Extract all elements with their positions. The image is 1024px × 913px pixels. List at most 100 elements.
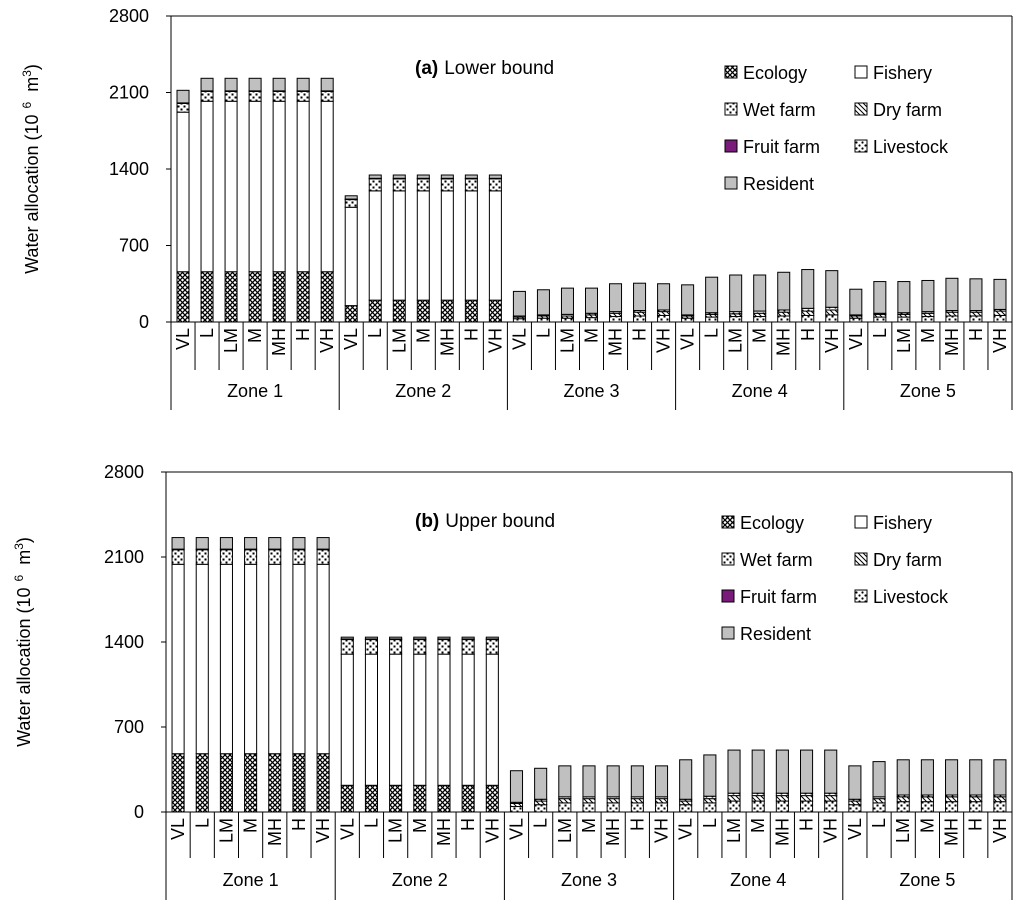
bar-segment-resident xyxy=(584,287,599,314)
bar-segment-wet-farm xyxy=(969,315,983,323)
bar-segment-resident xyxy=(727,749,741,794)
bar-segment-dry-farm xyxy=(993,310,1007,316)
x-category-label: VL xyxy=(337,818,357,840)
x-category-label: M xyxy=(413,328,433,343)
bar-segment-resident xyxy=(729,274,743,313)
bar-segment-dry-farm xyxy=(993,796,1007,803)
bar-segment-wet-farm xyxy=(340,639,354,655)
x-category-label: H xyxy=(630,328,650,341)
bar-segment-dry-farm xyxy=(872,798,886,804)
bar-segment-wet-farm xyxy=(993,801,1007,813)
bar-segment-dry-farm xyxy=(606,798,620,804)
bar-segment-dry-farm xyxy=(800,795,814,802)
bar-segment-wet-farm xyxy=(824,800,838,813)
bar-segment-resident xyxy=(753,274,767,312)
legend-swatch-fruit-farm xyxy=(721,589,735,603)
legend-swatch-fruit-farm xyxy=(724,139,738,153)
bar-segment-resident xyxy=(993,278,1007,310)
bar-segment-fishery xyxy=(219,563,233,755)
x-category-label: L xyxy=(533,328,553,338)
bar-segment-resident xyxy=(872,761,886,798)
bar-segment-wet-farm xyxy=(993,314,1007,323)
bar-segment-wet-farm xyxy=(654,802,669,813)
bar-segment-wet-farm xyxy=(219,549,233,565)
bar-segment-dry-farm xyxy=(920,796,934,803)
bar-segment-ecology xyxy=(392,299,406,323)
bar-segment-ecology xyxy=(244,753,258,813)
bar-segment-fishery xyxy=(200,100,214,273)
bar-segment-dry-farm xyxy=(969,796,983,803)
bar-segment-fishery xyxy=(171,563,185,755)
y-tick-label: 0 xyxy=(134,802,144,822)
x-zone-label: Zone 3 xyxy=(561,870,617,890)
bar-segment-ecology xyxy=(200,271,214,323)
x-category-label: LM xyxy=(221,328,241,353)
y-tick-label: 1400 xyxy=(104,632,144,652)
x-category-label: VH xyxy=(485,328,505,353)
x-category-label: L xyxy=(192,818,212,828)
x-category-label: VH xyxy=(654,328,674,353)
bar-segment-wet-farm xyxy=(873,316,887,323)
bar-segment-resident xyxy=(560,287,574,315)
y-axis-label-unit-exponent: 3 xyxy=(20,70,34,77)
x-category-label: L xyxy=(531,818,551,828)
legend-label-ecology: Ecology xyxy=(740,513,804,533)
x-zone-label: Zone 5 xyxy=(900,381,956,401)
x-category-label: VL xyxy=(509,328,529,350)
bar-segment-wet-farm xyxy=(560,317,574,323)
bar-segment-wet-farm xyxy=(364,639,378,655)
bar-segment-ecology xyxy=(485,784,499,813)
y-tick-label: 1400 xyxy=(109,159,149,179)
bar-segment-dry-farm xyxy=(801,310,815,316)
bar-segment-wet-farm xyxy=(705,316,719,323)
bar-segment-resident xyxy=(389,636,403,640)
legend-swatch-resident xyxy=(721,626,735,640)
bar-segment-resident xyxy=(681,284,695,316)
legend-label-resident: Resident xyxy=(743,174,814,194)
x-category-label: VH xyxy=(317,328,337,353)
bar-segment-wet-farm xyxy=(292,549,306,565)
bar-segment-resident xyxy=(800,749,814,794)
legend-label-fruit-farm: Fruit farm xyxy=(740,587,817,607)
chart-title-prefix: (b) xyxy=(415,511,439,532)
bar-segment-fishery xyxy=(392,190,406,301)
bar-segment-wet-farm xyxy=(945,315,959,323)
bar-segment-ecology xyxy=(464,299,478,323)
bar-segment-ecology xyxy=(416,299,430,323)
bar-segment-resident xyxy=(392,174,406,179)
bar-segment-ecology xyxy=(292,753,306,813)
y-axis-label-unit-exponent: 3 xyxy=(12,543,26,550)
bar-segment-resident xyxy=(464,174,478,179)
legend: Ecology Fishery Wet farm Dry farm Fruit farm… xyxy=(724,63,949,194)
chart-panel-a: 0 700 1400 2100 2800 Water allocation (10 6 m3)… xyxy=(20,6,1013,410)
bar-segment-resident xyxy=(368,174,382,179)
legend-label-fishery: Fishery xyxy=(873,513,932,533)
x-zone-label: Zone 1 xyxy=(227,381,283,401)
bar-segment-fishery xyxy=(176,111,190,273)
bar-segment-dry-farm xyxy=(654,798,669,804)
x-category-label: VH xyxy=(821,818,841,843)
x-category-label: LM xyxy=(724,818,744,843)
bar-segment-resident xyxy=(824,749,838,794)
y-axis-label-unit: m xyxy=(14,550,34,565)
bar-segment-wet-farm xyxy=(344,199,358,208)
bar-segment-resident xyxy=(440,174,454,179)
bar-segment-dry-farm xyxy=(751,795,765,802)
bar-segment-resident xyxy=(272,77,286,92)
x-category-label: H xyxy=(966,818,986,831)
bar-segment-resident xyxy=(268,537,282,550)
bar-segment-fishery xyxy=(272,100,286,273)
bar-segment-resident xyxy=(897,281,911,314)
y-tick-label: 700 xyxy=(119,236,149,256)
x-category-label: M xyxy=(748,818,768,833)
x-category-label: LM xyxy=(557,328,577,353)
bar-segment-ecology xyxy=(195,753,209,813)
x-category-label: LM xyxy=(216,818,236,843)
bar-segment-wet-farm xyxy=(488,178,502,192)
x-category-label: H xyxy=(293,328,313,341)
bar-segment-resident xyxy=(534,767,548,800)
x-category-label: M xyxy=(918,328,938,343)
bar-segment-wet-farm xyxy=(368,178,382,192)
x-category-label: MH xyxy=(437,328,457,356)
